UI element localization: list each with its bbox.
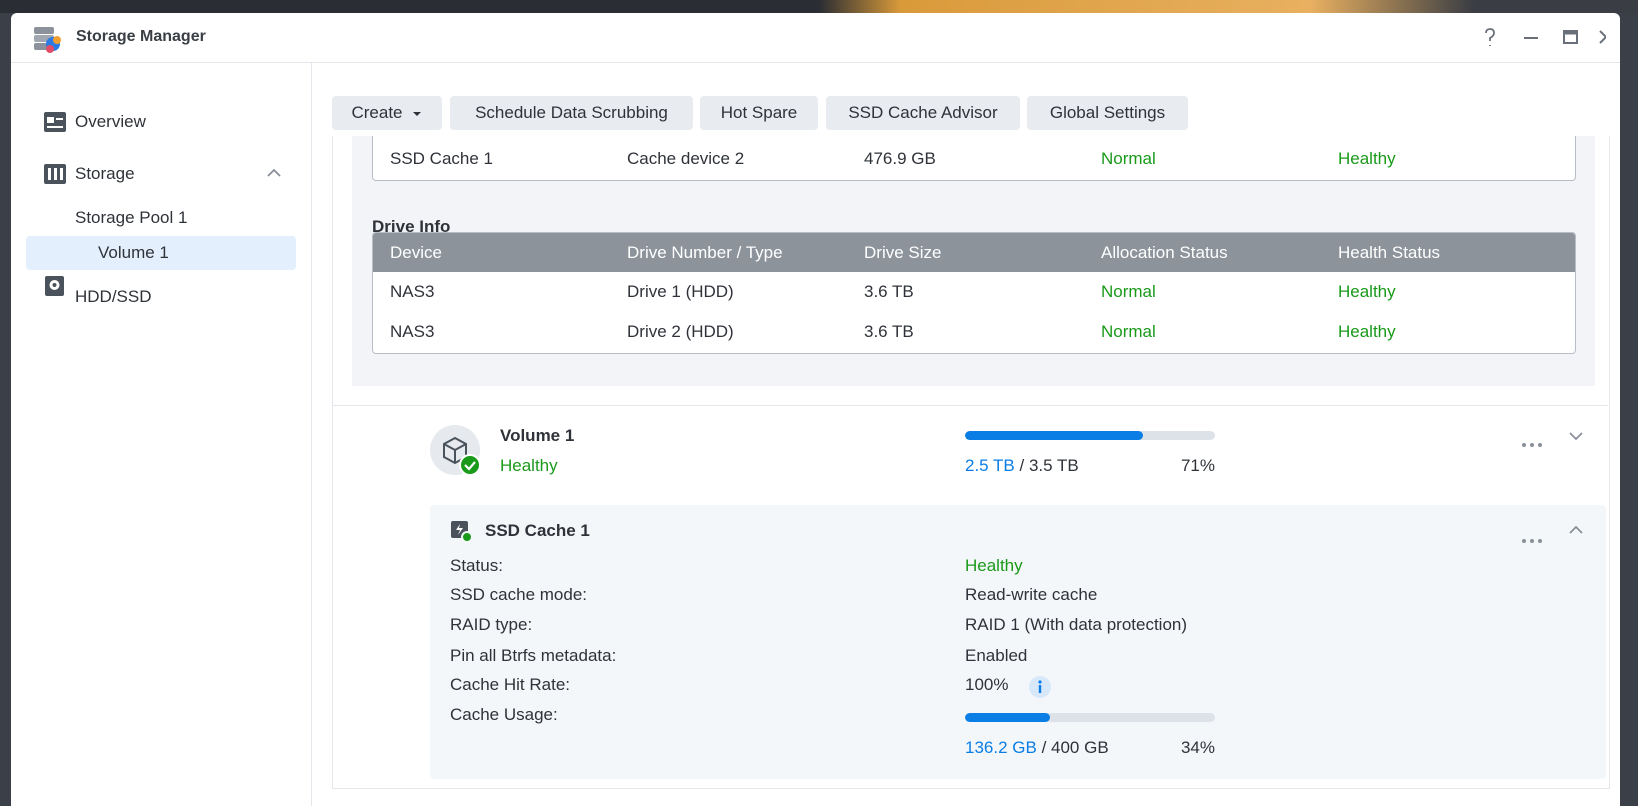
more-menu[interactable] bbox=[1522, 528, 1546, 548]
expand-chevron[interactable] bbox=[1568, 430, 1584, 442]
used: 136.2 GB bbox=[965, 738, 1037, 757]
table-cell: 3.6 TB bbox=[864, 322, 914, 341]
button-label: Schedule Data Scrubbing bbox=[475, 103, 668, 122]
overview-icon bbox=[44, 112, 66, 132]
toolbar-button[interactable]: SSD Cache Advisor bbox=[826, 96, 1020, 130]
table-header-cell: Drive Number / Type bbox=[627, 243, 783, 262]
field-value: Enabled bbox=[965, 646, 1028, 665]
nav-item[interactable]: Volume 1 bbox=[98, 243, 169, 262]
window-controls[interactable] bbox=[1476, 27, 1606, 49]
field-value: Read-write cache bbox=[965, 585, 1098, 604]
field-label: RAID type: bbox=[450, 615, 533, 634]
table-cell: NAS3 bbox=[390, 322, 435, 341]
nav-item[interactable]: HDD/SSD bbox=[75, 287, 152, 306]
table-header-cell: Drive Size bbox=[864, 243, 942, 262]
sidebar: Overview Storage Storage Pool 1 Volume 1… bbox=[11, 63, 312, 806]
cache-table bbox=[372, 136, 1576, 181]
toolbar-button[interactable]: Hot Spare bbox=[700, 96, 818, 130]
ssd-icon bbox=[451, 521, 473, 543]
total: / 400 GB bbox=[1041, 738, 1109, 757]
field-value: 100% bbox=[965, 675, 1009, 694]
storage-icon bbox=[44, 164, 66, 184]
table-cell: Healthy bbox=[1338, 282, 1396, 301]
table-header bbox=[373, 233, 1575, 272]
button-label: SSD Cache Advisor bbox=[848, 103, 998, 122]
window: Storage Manager Overview Storage Storage… bbox=[11, 13, 1620, 806]
total: / 3.5 TB bbox=[1019, 456, 1079, 475]
info-icon[interactable] bbox=[1028, 675, 1052, 699]
field-value: Healthy bbox=[965, 556, 1023, 575]
dropdown-caret bbox=[412, 111, 421, 116]
nav-selected[interactable] bbox=[26, 236, 296, 270]
table-cell: Normal bbox=[1101, 149, 1156, 168]
field-value: RAID 1 (With data protection) bbox=[965, 615, 1188, 634]
field-label: Pin all Btrfs metadata: bbox=[450, 646, 617, 665]
section-title: Drive Info bbox=[372, 217, 451, 236]
main: Drive Info Volume 1 Healthy 2.5 TB / 3.5… bbox=[312, 63, 1620, 806]
usage-fill bbox=[965, 431, 1143, 440]
used: 2.5 TB bbox=[965, 456, 1015, 475]
field-label: Cache Usage: bbox=[450, 705, 558, 724]
field-label: SSD cache mode: bbox=[450, 585, 588, 604]
cache-usage: 136.2 GB / 400 GB bbox=[965, 738, 1109, 758]
cache-percent: 34% bbox=[1180, 738, 1215, 757]
hdd-icon bbox=[45, 276, 64, 296]
usage-fill bbox=[965, 713, 1050, 722]
field-label: Status: bbox=[450, 556, 503, 575]
button-label: Create bbox=[351, 103, 403, 122]
nav-item[interactable]: Overview bbox=[75, 112, 146, 131]
ssd-cache-panel bbox=[430, 505, 1606, 779]
table-cell: Normal bbox=[1101, 322, 1156, 341]
volume-name: Volume 1 bbox=[500, 426, 575, 445]
collapse-chevron[interactable] bbox=[1568, 524, 1584, 536]
nav-item[interactable]: Storage bbox=[75, 164, 135, 183]
table-cell: 3.6 TB bbox=[864, 282, 914, 301]
ssd-cache-title: SSD Cache 1 bbox=[485, 521, 590, 540]
drive-table bbox=[372, 232, 1576, 354]
volume-icon bbox=[430, 425, 481, 476]
toolbar-button[interactable]: Create bbox=[332, 96, 442, 130]
more-menu[interactable] bbox=[1522, 432, 1546, 452]
table-cell: Normal bbox=[1101, 282, 1156, 301]
volume-usage: 2.5 TB / 3.5 TB bbox=[965, 456, 1079, 476]
table-cell: Healthy bbox=[1338, 322, 1396, 341]
table-cell: Healthy bbox=[1338, 149, 1396, 168]
nav-item[interactable]: Storage Pool 1 bbox=[75, 208, 188, 227]
collapse-chevron[interactable] bbox=[266, 167, 282, 179]
volume-usage-bar bbox=[965, 431, 1215, 440]
table-cell: Drive 2 (HDD) bbox=[627, 322, 734, 341]
volume-status: Healthy bbox=[500, 456, 558, 475]
content-card bbox=[332, 136, 1610, 789]
table-header-cell: Allocation Status bbox=[1101, 243, 1228, 262]
table-cell: SSD Cache 1 bbox=[390, 149, 493, 168]
app-icon bbox=[34, 27, 61, 53]
toolbar-button[interactable]: Global Settings bbox=[1027, 96, 1188, 130]
button-label: Global Settings bbox=[1049, 103, 1166, 122]
table-header-cell: Health Status bbox=[1338, 243, 1441, 262]
desktop-strip bbox=[0, 0, 1638, 13]
title-bar: Storage Manager bbox=[11, 13, 1620, 63]
table-header-cell: Device bbox=[390, 243, 442, 262]
table-cell: NAS3 bbox=[390, 282, 435, 301]
toolbar-button[interactable]: Schedule Data Scrubbing bbox=[450, 96, 693, 130]
button-label: Hot Spare bbox=[720, 103, 798, 122]
divider bbox=[333, 405, 1608, 406]
table-cell: 476.9 GB bbox=[864, 149, 936, 168]
window-title: Storage Manager bbox=[76, 28, 206, 45]
field-label: Cache Hit Rate: bbox=[450, 675, 570, 694]
table-cell: Drive 1 (HDD) bbox=[627, 282, 734, 301]
cache-usage-bar bbox=[965, 713, 1215, 722]
table-cell: Cache device 2 bbox=[627, 149, 745, 168]
volume-percent: 71% bbox=[1180, 456, 1215, 475]
